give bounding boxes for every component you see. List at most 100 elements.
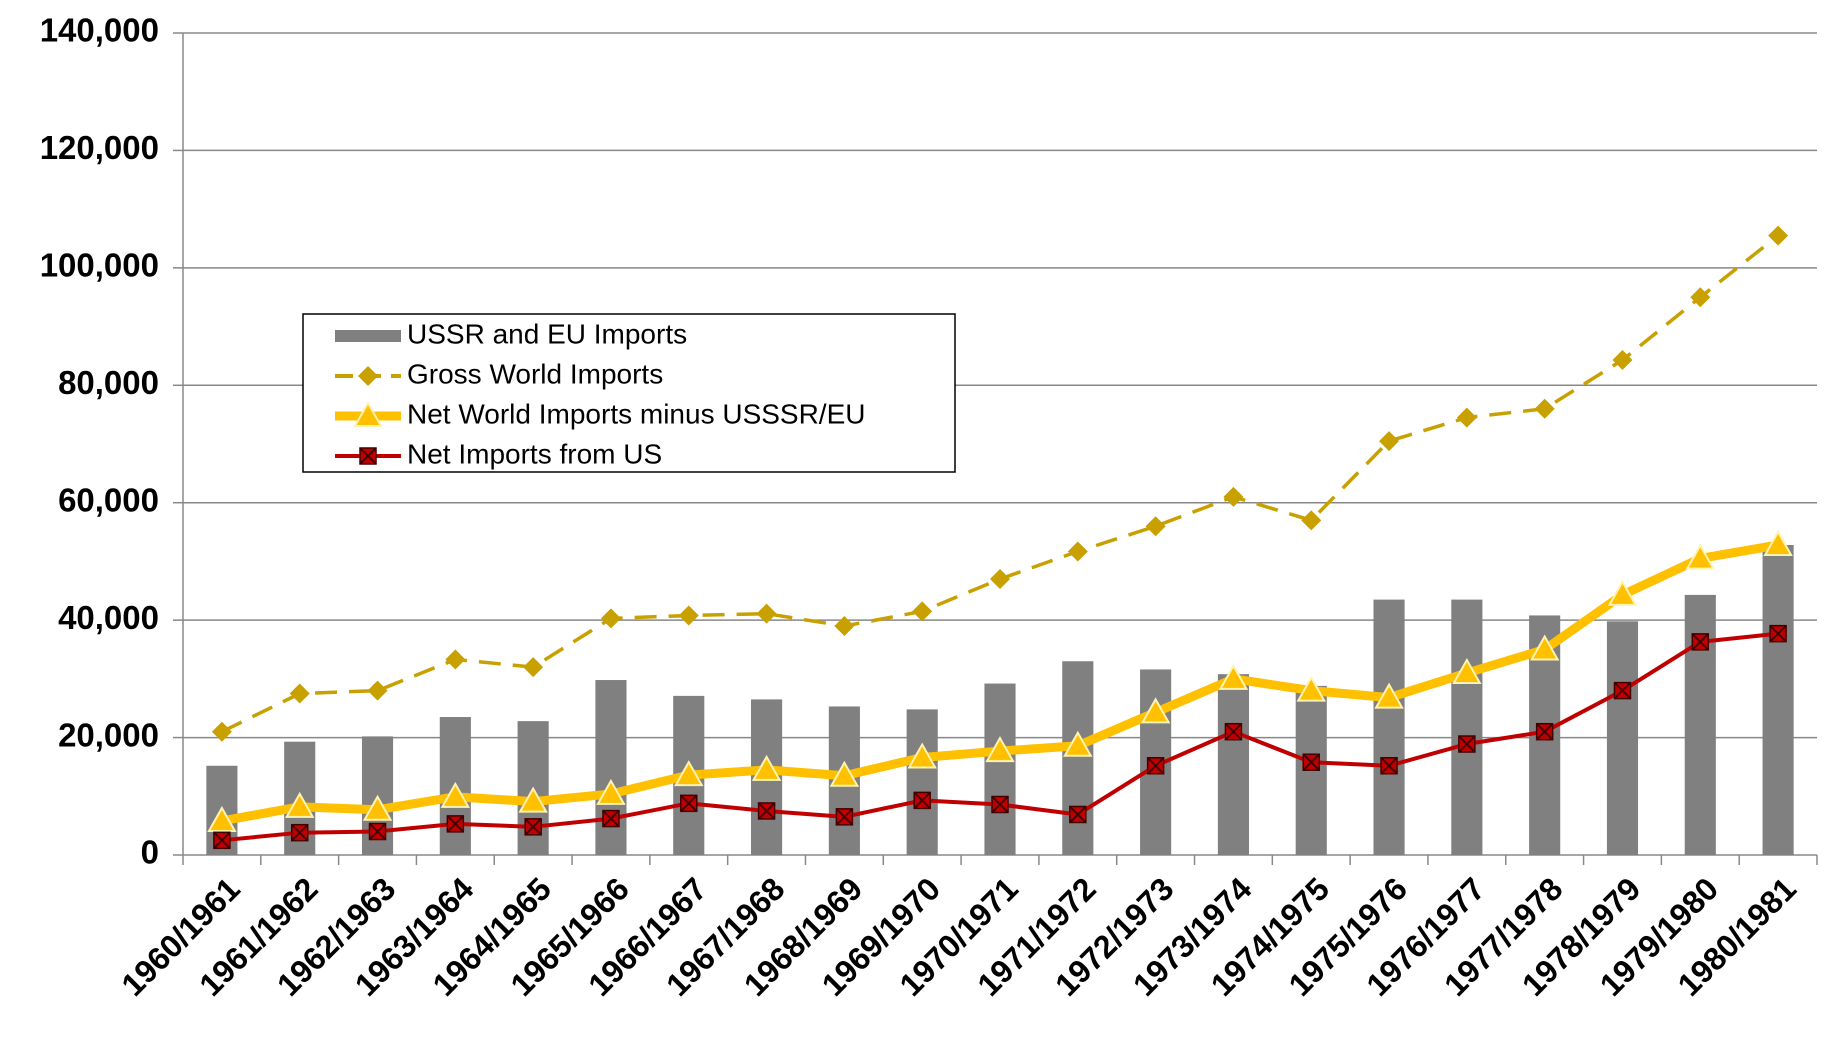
marker	[1218, 663, 1249, 690]
marker-cross	[1769, 624, 1787, 643]
marker	[289, 683, 310, 704]
marker	[211, 721, 232, 742]
legend-swatch	[335, 330, 401, 342]
marker	[751, 754, 782, 781]
y-tick-label: 80,000	[58, 364, 159, 401]
marker	[446, 815, 465, 833]
marker	[1763, 529, 1793, 556]
marker	[1145, 516, 1166, 537]
bar	[906, 709, 938, 855]
marker	[362, 794, 393, 821]
marker-cross	[913, 791, 931, 810]
marker	[367, 680, 388, 701]
marker-cross	[524, 818, 542, 836]
marker	[1379, 431, 1400, 452]
marker-cross	[359, 447, 377, 465]
marker	[1768, 225, 1789, 246]
marker-cross	[1613, 681, 1632, 700]
marker	[913, 791, 931, 810]
marker	[907, 742, 937, 769]
marker	[290, 823, 309, 842]
marker	[523, 657, 544, 678]
bar	[1217, 674, 1249, 855]
marker	[678, 605, 699, 626]
marker-cross	[757, 802, 776, 820]
marker-cross	[1691, 633, 1709, 651]
marker	[1685, 543, 1716, 570]
marker	[213, 831, 231, 850]
marker	[353, 400, 383, 427]
bar	[984, 683, 1016, 855]
marker	[602, 809, 620, 828]
marker-cross	[1069, 805, 1087, 824]
marker	[1301, 510, 1322, 531]
marker	[1067, 541, 1088, 562]
marker	[358, 366, 378, 386]
marker-cross	[368, 822, 387, 841]
marker	[680, 794, 698, 813]
marker	[285, 791, 315, 818]
marker-cross	[991, 795, 1009, 814]
marker	[1534, 398, 1555, 419]
marker	[1374, 682, 1404, 709]
marker	[829, 760, 860, 787]
marker	[757, 802, 776, 820]
marker	[990, 569, 1010, 590]
legend-label: Gross World Imports	[407, 358, 663, 389]
marker	[1612, 350, 1633, 371]
marker	[834, 616, 855, 637]
marker	[1302, 753, 1320, 771]
marker-cross	[602, 809, 620, 828]
marker	[1452, 657, 1482, 684]
y-tick-label: 20,000	[58, 716, 159, 753]
legend-label: USSR and EU Imports	[407, 318, 687, 349]
series-3	[213, 624, 1787, 850]
marker	[445, 649, 466, 670]
y-tick-label: 100,000	[40, 247, 159, 284]
marker	[1458, 735, 1476, 753]
bar	[595, 680, 627, 855]
marker	[600, 608, 621, 629]
marker-cross	[1380, 757, 1398, 775]
series-1	[211, 225, 1789, 742]
marker	[991, 795, 1009, 814]
marker	[835, 808, 854, 826]
marker	[359, 447, 377, 465]
marker	[985, 736, 1015, 763]
marker	[1613, 681, 1632, 700]
marker-cross	[1535, 722, 1554, 741]
marker	[1456, 407, 1477, 428]
marker	[1380, 757, 1398, 775]
marker	[1063, 730, 1093, 757]
marker	[1691, 633, 1710, 651]
marker	[1069, 805, 1087, 824]
marker	[368, 822, 387, 841]
marker	[1146, 757, 1165, 775]
legend-label: Net Imports from US	[407, 438, 662, 469]
legend-label: Net World Imports minus USSSR/EU	[407, 398, 866, 429]
marker-cross	[1302, 753, 1320, 771]
marker	[1690, 287, 1711, 308]
marker	[1769, 624, 1787, 643]
marker	[524, 818, 542, 836]
marker-cross	[1146, 757, 1165, 775]
legend-box	[302, 313, 956, 473]
marker-cross	[835, 808, 854, 826]
marker	[596, 778, 626, 805]
bar	[1606, 621, 1639, 855]
y-tick-label: 0	[141, 834, 159, 871]
bar	[1062, 661, 1094, 855]
marker	[207, 805, 237, 832]
marker	[518, 786, 548, 813]
marker	[440, 781, 471, 808]
marker-cross	[213, 831, 231, 850]
marker	[1296, 675, 1326, 702]
y-tick-label: 140,000	[40, 12, 159, 49]
marker	[674, 760, 704, 787]
y-tick-label: 120,000	[40, 129, 159, 166]
marker	[1529, 634, 1560, 661]
marker-cross	[291, 823, 309, 842]
bar	[1762, 544, 1794, 855]
legend-entry: Net Imports from US	[335, 438, 662, 469]
marker-cross	[680, 794, 698, 813]
